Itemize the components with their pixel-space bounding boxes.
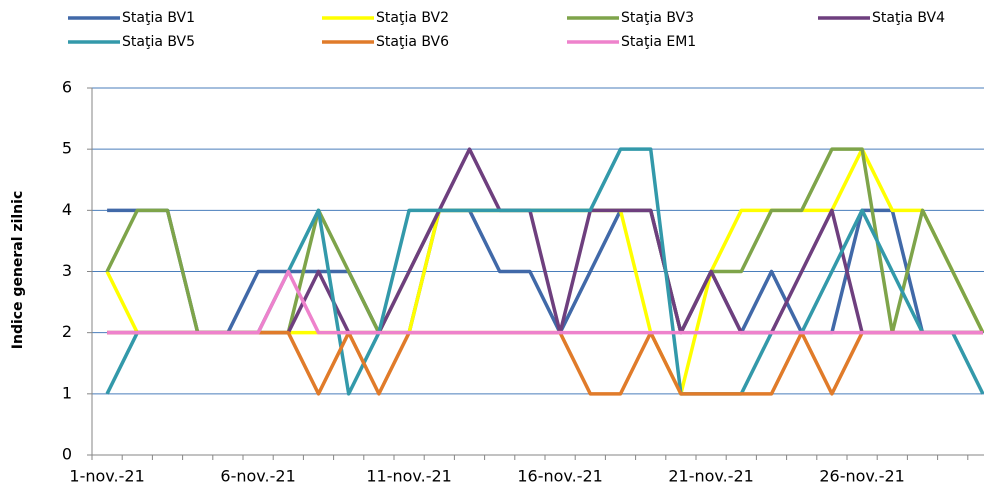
x-tick-label: 1-nov.-21 [69,467,144,486]
series-line [107,330,983,396]
legend-label: Staţia BV6 [376,34,449,50]
x-tick-label: 21-nov.-21 [668,467,754,486]
x-tick-label: 26-nov.-21 [819,467,905,486]
legend-label: Staţia BV2 [376,10,449,26]
y-tick-label: 5 [62,139,72,158]
y-axis-label: Indice general zilnic [10,191,26,349]
y-tick-label: 6 [62,78,72,97]
legend-label: Staţia BV5 [122,34,195,50]
y-tick-label: 4 [62,200,72,219]
series-line [107,269,983,335]
y-tick-label: 3 [62,261,72,280]
y-tick-label: 0 [62,445,72,464]
x-tick-label: 16-nov.-21 [517,467,603,486]
y-tick-label: 1 [62,383,72,402]
y-tick-label: 2 [62,322,72,341]
legend-label: Staţia BV4 [872,10,945,26]
legend-label: Staţia EM1 [621,34,696,50]
x-tick-label: 11-nov.-21 [366,467,452,486]
legend-label: Staţia BV1 [122,10,195,26]
series-line [107,208,983,335]
x-tick-label: 6-nov.-21 [220,467,295,486]
legend-label: Staţia BV3 [621,10,694,26]
